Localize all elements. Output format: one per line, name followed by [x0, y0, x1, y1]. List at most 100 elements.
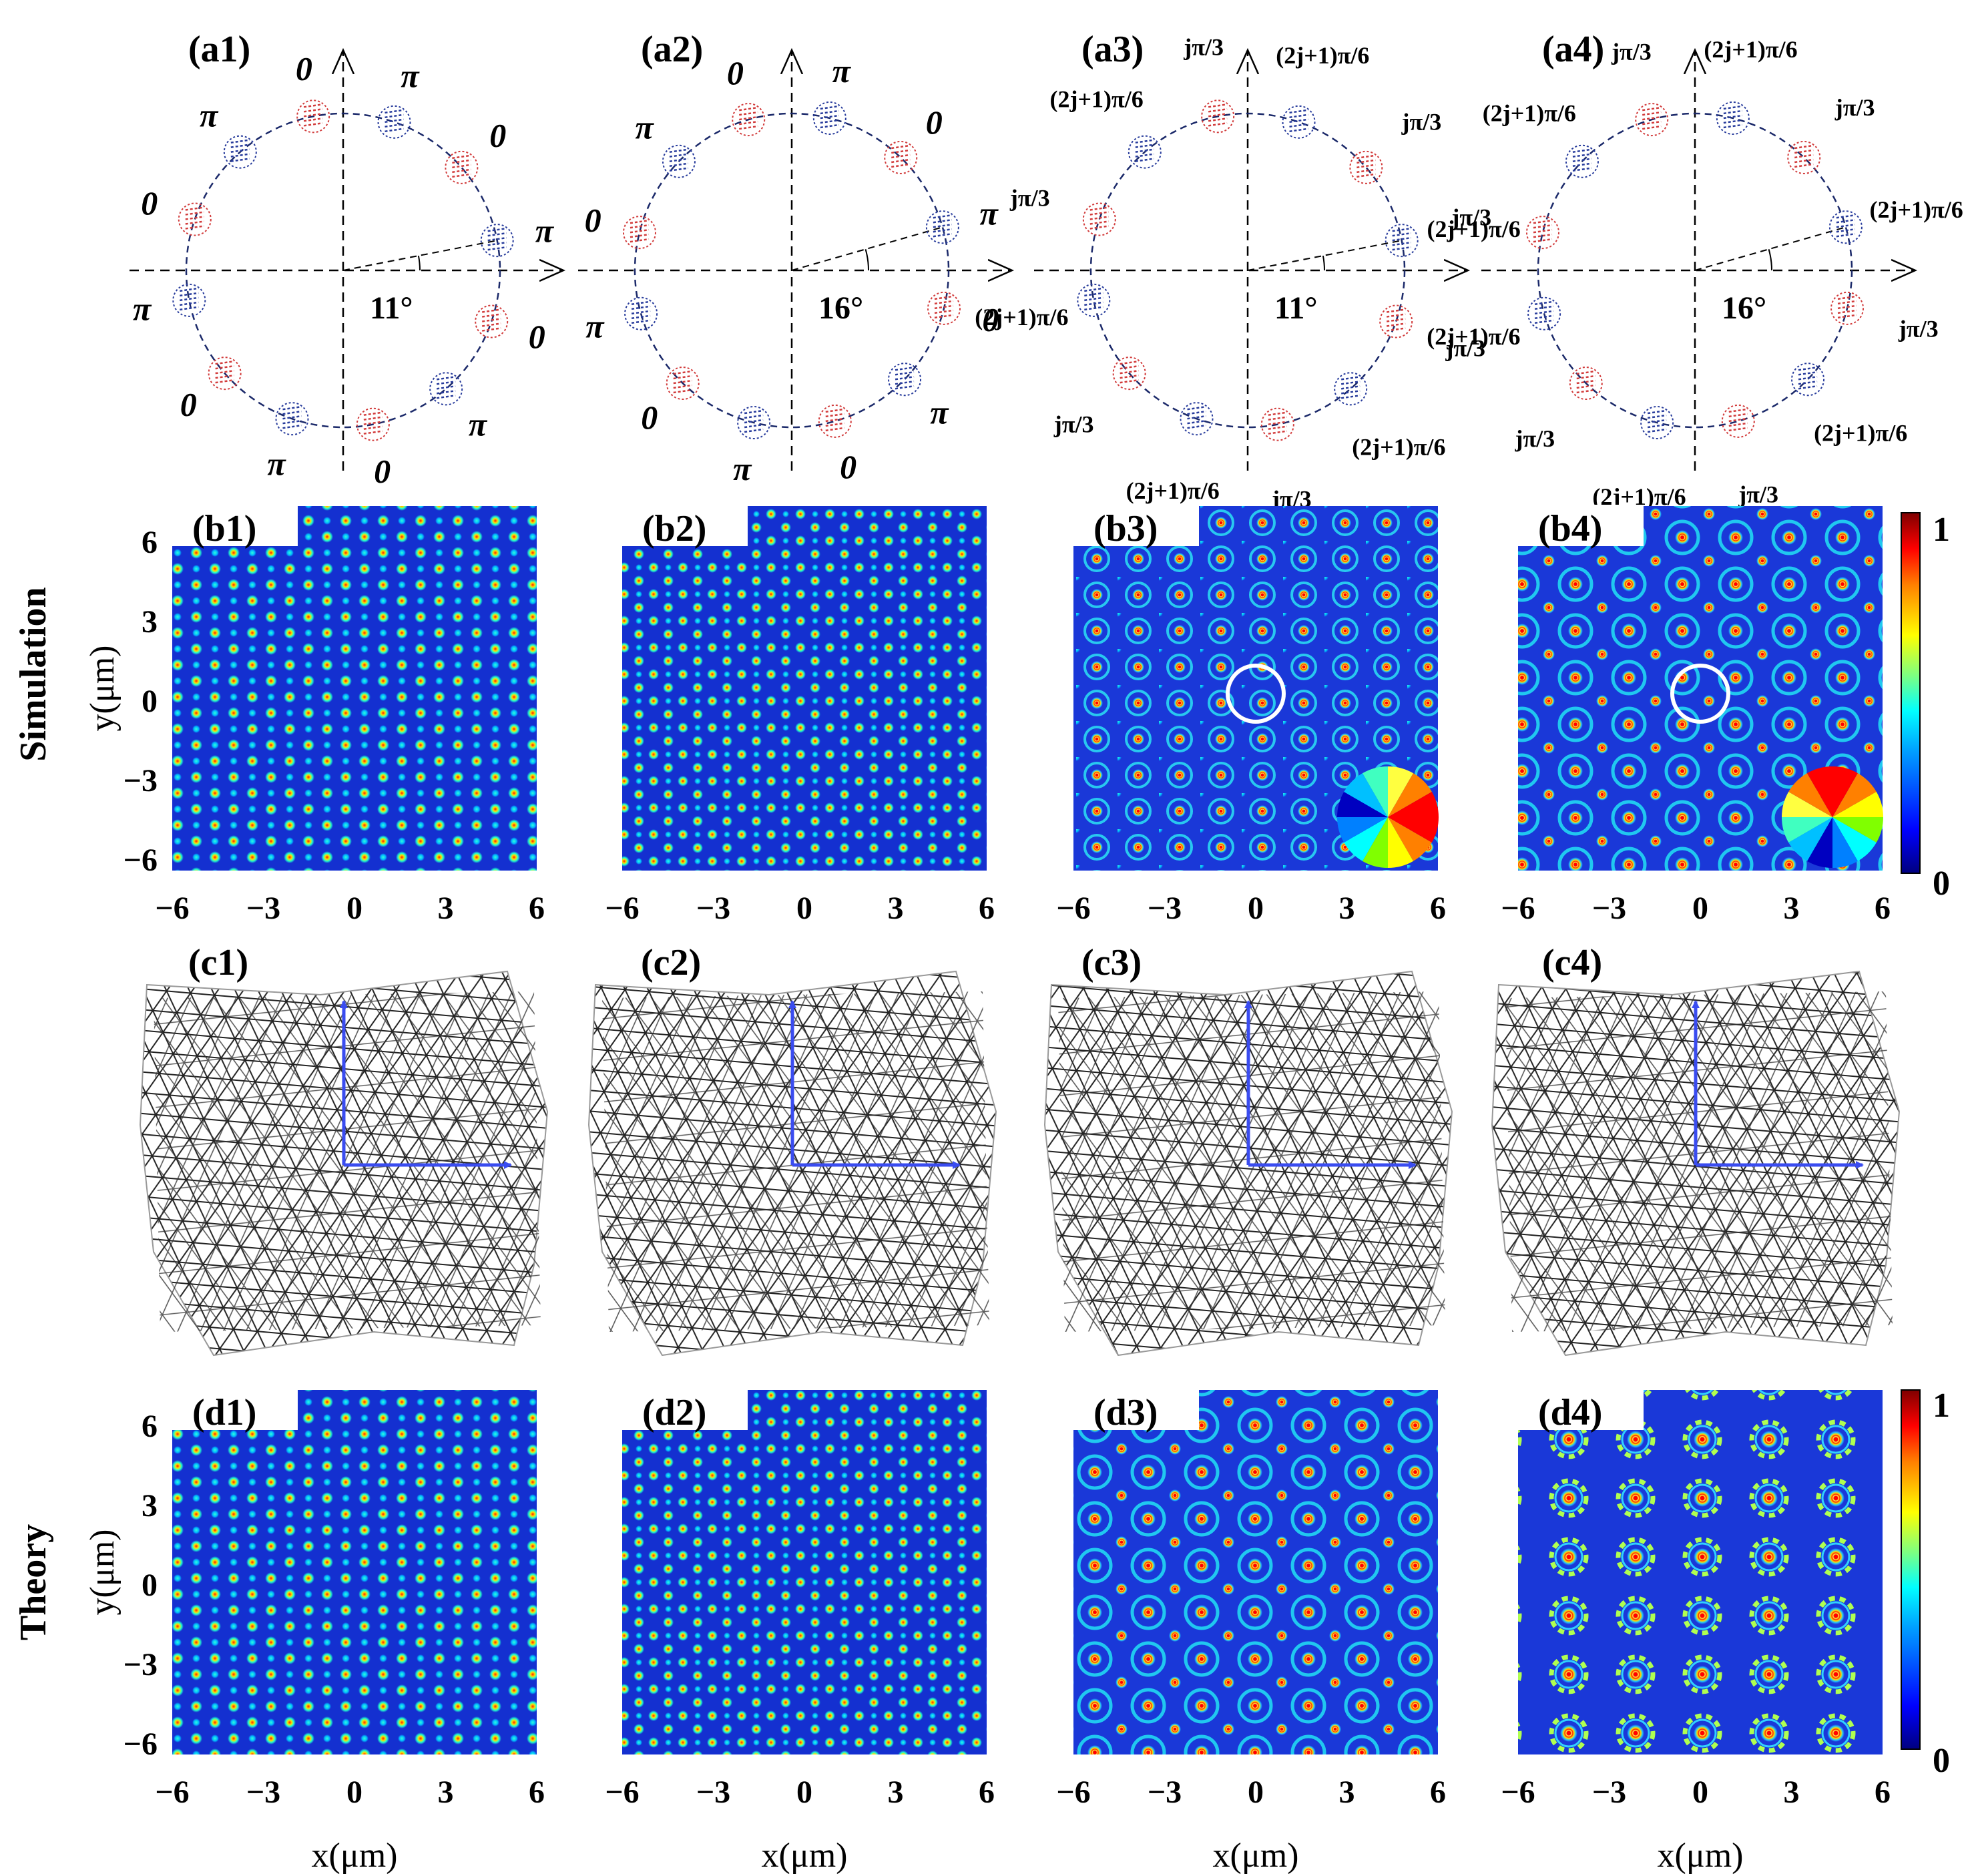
phase-inset [1782, 766, 1883, 868]
phase-label: 0 [840, 448, 856, 485]
phase-label: π [636, 109, 655, 146]
x-tick: −6 [1056, 1775, 1090, 1810]
colorbar-bottom-max: 1 [1933, 1387, 1950, 1425]
phase-spot [737, 406, 771, 440]
phase-spot [178, 202, 212, 236]
phase-spot [888, 363, 922, 397]
row-d-theory: Theory (d1) −6 −3 0 3 6 6 3 0 −3 −6 y(μm) x(μm) (d2) −… [13, 1389, 1891, 1875]
x-axis-label: x(μm) [762, 1837, 848, 1875]
phase-label: π [979, 194, 999, 232]
phase-label: (2j+1)π/6 [1704, 36, 1797, 63]
panel-d4: (d4) −6 −3 0 3 6 x(μm) [1501, 1389, 1891, 1875]
phase-spot [1640, 406, 1674, 440]
phase-label: jπ/3 [1611, 38, 1652, 65]
panel-a4: (2j+1)π/6 jπ/3 (2j+1)π/6 jπ/3 (2j+1)π/6 jπ/3 (… [1427, 29, 1963, 510]
phase-label: jπ/3 [1834, 94, 1875, 121]
x-axis-label: x(μm) [1658, 1837, 1744, 1875]
phase-spot [1635, 103, 1669, 137]
phase-spot [1787, 140, 1821, 174]
phase-spot [884, 140, 918, 174]
phase-spot [377, 105, 411, 139]
row-b-simulation: Simulation (b1) −6 −3 0 3 6 6 3 0 −3 −6 y(μm) (b2) −6… [13, 505, 1891, 926]
phase-spot [622, 216, 656, 250]
phase-spot [1716, 101, 1750, 135]
panel-label: (c3) [1081, 942, 1142, 983]
phase-label: π [200, 96, 219, 134]
y-tick: −6 [124, 843, 158, 878]
x-tick: 0 [1248, 1775, 1264, 1810]
phase-label: (2j+1)π/6 [1483, 99, 1576, 126]
panel-label: (b3) [1093, 508, 1158, 549]
phase-label: 0 [180, 385, 197, 423]
phase-label: (2j+1)π/6 [1276, 42, 1369, 69]
phase-label: (2j+1)π/6 [1427, 323, 1520, 350]
y-tick: 6 [142, 1409, 158, 1444]
panel-label: (b1) [192, 508, 256, 549]
phase-spot [1282, 105, 1316, 139]
x-tick: 0 [346, 891, 362, 926]
phase-spot [1569, 367, 1603, 401]
phase-label: 0 [982, 300, 999, 338]
panel-c2: (c2) [587, 942, 997, 1357]
x-tick: 0 [346, 1775, 362, 1810]
phase-label: π [930, 393, 949, 431]
phase-label: π [733, 450, 752, 487]
x-tick: 3 [888, 1775, 904, 1810]
panel-b3: (b3) −6 −3 0 3 6 [1056, 505, 1446, 926]
phase-label: jπ/3 [1451, 204, 1491, 231]
phase-label: 0 [141, 184, 158, 222]
phase-spot [223, 135, 257, 169]
y-tick: 3 [142, 1488, 158, 1523]
phase-label: π [267, 445, 286, 482]
phase-label: 0 [727, 54, 744, 91]
angle-label: 16° [818, 290, 863, 326]
phase-inset [1337, 766, 1439, 868]
phase-label: jπ/3 [1183, 33, 1224, 60]
phase-spot [429, 372, 463, 406]
phase-label: jπ/3 [1401, 109, 1442, 136]
x-tick: 6 [979, 1775, 995, 1810]
y-tick: −6 [124, 1726, 158, 1762]
angle-label: 16° [1722, 290, 1766, 326]
x-tick: 0 [796, 891, 812, 926]
phase-spot [662, 144, 696, 178]
phase-label: 0 [529, 318, 545, 355]
panel-label: (a1) [188, 29, 250, 70]
y-tick: −3 [124, 763, 158, 798]
x-tick: 6 [1430, 891, 1446, 926]
x-tick: −3 [1148, 891, 1182, 926]
colorbar-bottom: 1 0 [1901, 1387, 1950, 1780]
x-tick: 0 [1692, 891, 1708, 926]
y-tick: −3 [124, 1647, 158, 1682]
panel-label: (d4) [1538, 1392, 1602, 1433]
x-tick: −3 [1148, 1775, 1182, 1810]
phase-label: (2j+1)π/6 [975, 304, 1068, 330]
phase-spot [1565, 144, 1599, 178]
phase-label: (2j+1)π/6 [1870, 196, 1963, 223]
phase-spot [208, 357, 242, 391]
x-tick: 3 [438, 1775, 454, 1810]
x-tick: −3 [696, 1775, 730, 1810]
x-tick: −6 [1056, 891, 1090, 926]
x-tick: 3 [888, 891, 904, 926]
panel-d1: (d1) −6 −3 0 3 6 6 3 0 −3 −6 y(μm) x(μm) [83, 1389, 545, 1875]
phase-spot [1385, 224, 1419, 258]
x-tick: 6 [1875, 1775, 1891, 1810]
phase-spot [1527, 296, 1561, 330]
y-axis-label: y(μm) [83, 1530, 121, 1616]
panel-c1: (c1) [139, 942, 549, 1357]
phase-spot [1082, 202, 1116, 236]
phase-spot [927, 291, 961, 325]
x-tick: 6 [1875, 891, 1891, 926]
panel-label: (d2) [642, 1392, 706, 1433]
phase-spot [1201, 99, 1235, 134]
panel-c3: (c3) [1043, 942, 1453, 1357]
phase-spot [925, 210, 959, 244]
phase-spot [1828, 210, 1863, 244]
phase-spot [1112, 357, 1146, 391]
phase-label: (2j+1)π/6 [1814, 420, 1907, 447]
phase-label: 0 [585, 202, 601, 239]
y-tick: 6 [142, 525, 158, 560]
phase-spot [1379, 304, 1413, 338]
panel-label: (a4) [1542, 29, 1604, 70]
